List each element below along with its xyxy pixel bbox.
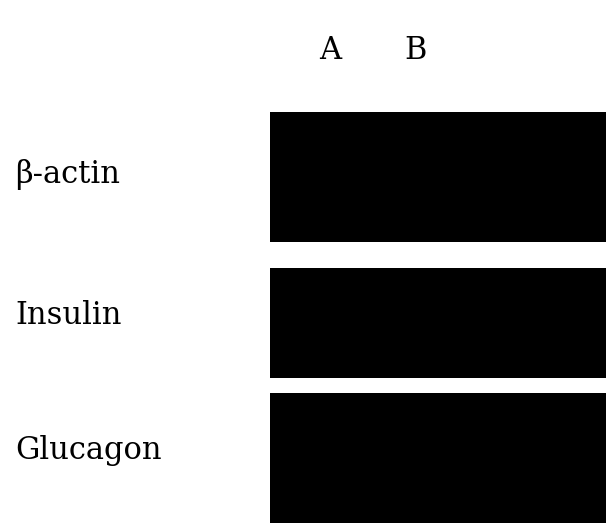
Bar [270, 112, 606, 242]
Text: B: B [404, 35, 426, 66]
Text: A: A [319, 35, 341, 66]
Text: Glucagon: Glucagon [15, 435, 162, 465]
Bar [270, 268, 606, 378]
Text: β-actin: β-actin [15, 160, 120, 190]
Bar [270, 393, 606, 523]
Text: Insulin: Insulin [15, 300, 121, 331]
